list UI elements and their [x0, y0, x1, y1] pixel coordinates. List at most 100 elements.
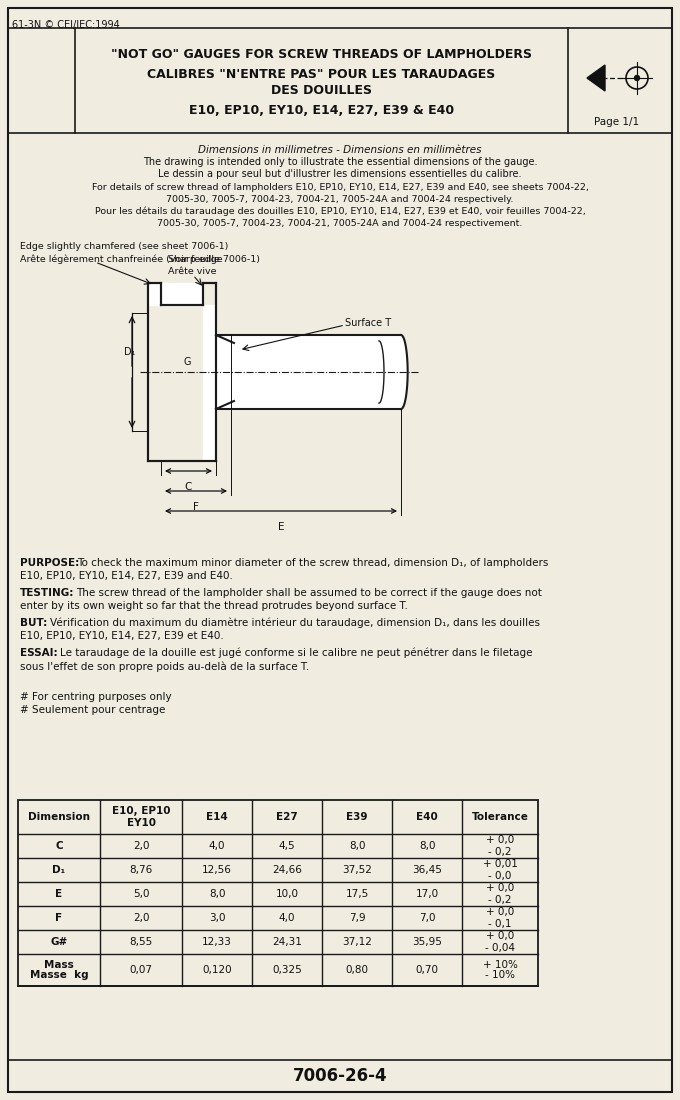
Text: # For centring purposes only: # For centring purposes only — [20, 692, 171, 702]
Text: F: F — [193, 502, 199, 512]
Text: D₁: D₁ — [52, 865, 65, 874]
Text: G: G — [184, 358, 192, 367]
Text: + 0,0: + 0,0 — [486, 836, 514, 846]
Text: + 0,0: + 0,0 — [486, 908, 514, 917]
Text: D₁: D₁ — [124, 346, 136, 358]
Text: 8,76: 8,76 — [129, 865, 152, 874]
Text: 24,31: 24,31 — [272, 937, 302, 947]
Text: Vérification du maximum du diamètre intérieur du taraudage, dimension D₁, dans l: Vérification du maximum du diamètre inté… — [50, 618, 540, 628]
Text: - 0,04: - 0,04 — [485, 943, 515, 953]
Text: "NOT GO" GAUGES FOR SCREW THREADS OF LAMPHOLDERS: "NOT GO" GAUGES FOR SCREW THREADS OF LAM… — [111, 48, 532, 62]
Text: E14: E14 — [206, 812, 228, 822]
Text: 24,66: 24,66 — [272, 865, 302, 874]
Text: 8,0: 8,0 — [349, 842, 365, 851]
Text: Arête vive: Arête vive — [168, 267, 216, 276]
Text: Arête légèrement chanfreinée (voir feuille 7006-1): Arête légèrement chanfreinée (voir feuil… — [20, 254, 260, 264]
Text: CALIBRES "N'ENTRE PAS" POUR LES TARAUDAGES: CALIBRES "N'ENTRE PAS" POUR LES TARAUDAG… — [148, 68, 496, 81]
Text: 10,0: 10,0 — [275, 889, 299, 899]
Text: Le dessin a pour seul but d'illustrer les dimensions essentielles du calibre.: Le dessin a pour seul but d'illustrer le… — [158, 169, 522, 179]
Text: enter by its own weight so far that the thread protrudes beyond surface T.: enter by its own weight so far that the … — [20, 601, 408, 610]
Text: 12,56: 12,56 — [202, 865, 232, 874]
Text: 0,325: 0,325 — [272, 965, 302, 975]
Text: TESTING:: TESTING: — [20, 588, 74, 598]
Text: 37,52: 37,52 — [342, 865, 372, 874]
Text: 8,0: 8,0 — [419, 842, 435, 851]
Text: 17,0: 17,0 — [415, 889, 439, 899]
Text: Masse  kg: Masse kg — [30, 970, 88, 980]
Text: Mass: Mass — [44, 959, 74, 969]
Text: E10, EP10, EY10, E14, E27, E39 & E40: E10, EP10, EY10, E14, E27, E39 & E40 — [189, 103, 454, 117]
Text: Dimension: Dimension — [28, 812, 90, 822]
Text: 8,0: 8,0 — [209, 889, 225, 899]
Text: + 0,0: + 0,0 — [486, 932, 514, 942]
Text: E: E — [277, 522, 284, 532]
Text: Surface T: Surface T — [345, 318, 391, 328]
Text: 4,0: 4,0 — [209, 842, 225, 851]
Text: 4,5: 4,5 — [279, 842, 295, 851]
Text: E10, EP10, EY10, E14, E27, E39 et E40.: E10, EP10, EY10, E14, E27, E39 et E40. — [20, 631, 224, 641]
Text: 0,80: 0,80 — [345, 965, 369, 975]
Text: E39: E39 — [346, 812, 368, 822]
Text: + 10%: + 10% — [483, 959, 517, 969]
Text: 2,0: 2,0 — [133, 913, 149, 923]
Text: 37,12: 37,12 — [342, 937, 372, 947]
Text: E40: E40 — [416, 812, 438, 822]
Bar — [8, 28, 672, 133]
Text: E10, EP10: E10, EP10 — [112, 806, 170, 816]
Polygon shape — [401, 336, 407, 409]
Text: Tolerance: Tolerance — [471, 812, 528, 822]
Bar — [18, 800, 538, 986]
Text: Le taraudage de la douille est jugé conforme si le calibre ne peut pénétrer dans: Le taraudage de la douille est jugé conf… — [60, 648, 532, 659]
Text: Edge slightly chamfered (see sheet 7006-1): Edge slightly chamfered (see sheet 7006-… — [20, 242, 228, 251]
Text: To check the maximum minor diameter of the screw thread, dimension D₁, of lampho: To check the maximum minor diameter of t… — [77, 558, 548, 568]
Text: 4,0: 4,0 — [279, 913, 295, 923]
Text: - 0,1: - 0,1 — [488, 918, 512, 928]
Text: 0,07: 0,07 — [129, 965, 152, 975]
Text: 0,120: 0,120 — [202, 965, 232, 975]
Text: 36,45: 36,45 — [412, 865, 442, 874]
Text: EY10: EY10 — [126, 817, 156, 827]
Text: C: C — [55, 842, 63, 851]
Text: 7,0: 7,0 — [419, 913, 435, 923]
Text: For details of screw thread of lampholders E10, EP10, EY10, E14, E27, E39 and E4: For details of screw thread of lampholde… — [92, 183, 588, 192]
Text: BUT:: BUT: — [20, 618, 47, 628]
Text: E10, EP10, EY10, E14, E27, E39 and E40.: E10, EP10, EY10, E14, E27, E39 and E40. — [20, 571, 233, 581]
Text: ESSAI:: ESSAI: — [20, 648, 58, 658]
Text: - 10%: - 10% — [485, 970, 515, 980]
Text: - 0,0: - 0,0 — [488, 870, 511, 880]
Polygon shape — [216, 336, 401, 409]
Text: 2,0: 2,0 — [133, 842, 149, 851]
Text: 61-3N © CEI/IEC:1994: 61-3N © CEI/IEC:1994 — [12, 20, 120, 30]
Text: - 0,2: - 0,2 — [488, 894, 512, 904]
Text: E: E — [56, 889, 63, 899]
Text: PURPOSE:: PURPOSE: — [20, 558, 80, 568]
Circle shape — [634, 76, 639, 80]
Text: 12,33: 12,33 — [202, 937, 232, 947]
Text: 3,0: 3,0 — [209, 913, 225, 923]
Text: 5,0: 5,0 — [133, 889, 149, 899]
Text: # Seulement pour centrage: # Seulement pour centrage — [20, 705, 165, 715]
Text: 8,55: 8,55 — [129, 937, 152, 947]
Polygon shape — [161, 283, 203, 305]
Text: F: F — [56, 913, 63, 923]
Text: The screw thread of the lampholder shall be assumed to be correct if the gauge d: The screw thread of the lampholder shall… — [76, 588, 542, 598]
Text: Pour les détails du taraudage des douilles E10, EP10, EY10, E14, E27, E39 et E40: Pour les détails du taraudage des douill… — [95, 207, 585, 217]
Text: The drawing is intended only to illustrate the essential dimensions of the gauge: The drawing is intended only to illustra… — [143, 157, 537, 167]
Text: 7006-26-4: 7006-26-4 — [292, 1067, 388, 1085]
Text: Sharp edge: Sharp edge — [168, 255, 222, 264]
Text: Page 1/1: Page 1/1 — [594, 117, 640, 126]
Text: + 0,01: + 0,01 — [483, 859, 517, 869]
Text: C: C — [185, 482, 192, 492]
Text: - 0,2: - 0,2 — [488, 847, 512, 857]
Text: 7005-30, 7005-7, 7004-23, 7004-21, 7005-24A and 7004-24 respectively.: 7005-30, 7005-7, 7004-23, 7004-21, 7005-… — [167, 195, 513, 204]
Text: Dimensions in millimetres - Dimensions en millimètres: Dimensions in millimetres - Dimensions e… — [199, 145, 481, 155]
Text: 35,95: 35,95 — [412, 937, 442, 947]
Text: sous l'effet de son propre poids au-delà de la surface T.: sous l'effet de son propre poids au-delà… — [20, 661, 309, 671]
Text: 0,70: 0,70 — [415, 965, 439, 975]
Text: 17,5: 17,5 — [345, 889, 369, 899]
Text: + 0,0: + 0,0 — [486, 883, 514, 893]
Polygon shape — [234, 343, 401, 402]
Polygon shape — [587, 65, 605, 91]
Text: DES DOUILLES: DES DOUILLES — [271, 85, 372, 98]
Text: G#: G# — [50, 937, 67, 947]
